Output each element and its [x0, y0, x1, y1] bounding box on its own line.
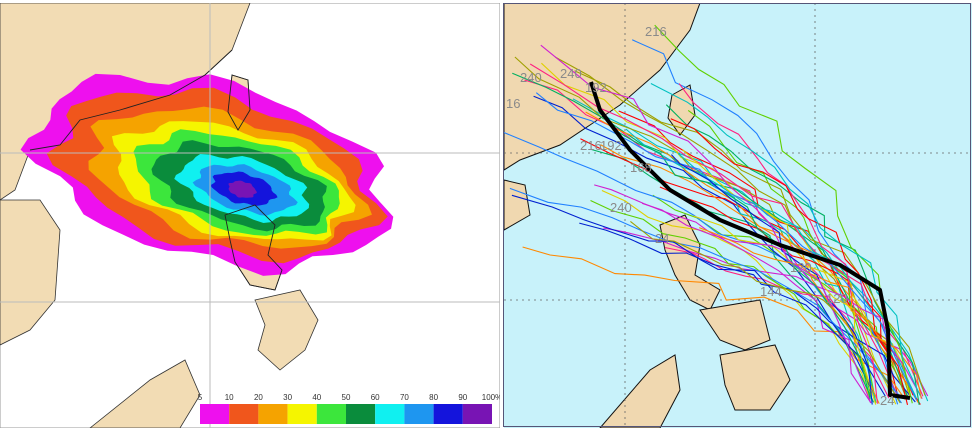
- colorbar-label: 100%: [482, 393, 502, 402]
- colorbar-label: 70: [400, 393, 409, 402]
- track: [535, 92, 918, 401]
- colorbar-label: 30: [283, 393, 292, 402]
- colorbar-segment: [258, 404, 288, 424]
- track: [533, 95, 876, 397]
- colorbar-segment: [316, 404, 346, 424]
- track: [554, 56, 906, 396]
- colorbar-segment: [375, 404, 405, 424]
- track: [574, 70, 926, 396]
- track: [659, 186, 914, 396]
- mean-track: [589, 81, 911, 400]
- track-label: 144: [760, 284, 782, 299]
- colorbar-label: 10: [225, 393, 234, 402]
- track-label: 192: [585, 80, 607, 95]
- colorbar-label: 20: [254, 393, 263, 402]
- colorbar-label: 60: [371, 393, 380, 402]
- track: [670, 118, 909, 406]
- land: [504, 3, 791, 428]
- track-label: 24: [880, 393, 894, 408]
- track: [612, 128, 871, 400]
- colorbar-segment: [346, 404, 376, 424]
- colorbar-label: 80: [429, 393, 438, 402]
- track: [693, 215, 911, 397]
- colorbar-label: 40: [312, 393, 321, 402]
- track-label: 240: [520, 70, 542, 85]
- track-label: 24: [655, 231, 669, 246]
- colorbar-label: 90: [458, 393, 467, 402]
- colorbar: 5 10 20 30 40 50 60 70 80 90 100%: [198, 393, 502, 424]
- track: [670, 154, 873, 405]
- track-label: 216: [645, 24, 667, 39]
- track: [678, 83, 878, 404]
- colorbar-segment: [433, 404, 463, 424]
- colorbar-label: 5: [198, 393, 203, 402]
- colorbar-segment: [287, 404, 317, 424]
- track: [579, 222, 916, 403]
- probability-contours: [20, 73, 394, 276]
- grid: [504, 3, 972, 428]
- track: [511, 194, 886, 397]
- track: [509, 187, 902, 404]
- track-label: 216: [580, 138, 602, 153]
- track-label: 240: [560, 66, 582, 81]
- colorbar-segment: [200, 404, 230, 424]
- track: [585, 111, 880, 404]
- track-label: 16: [506, 96, 520, 111]
- track-label: 240: [610, 200, 632, 215]
- track: [631, 39, 899, 405]
- track: [601, 189, 872, 403]
- colorbar-segment: [462, 404, 492, 424]
- colorbar-label: 50: [342, 393, 351, 402]
- colorbar-segment: [404, 404, 434, 424]
- probability-map: 5 10 20 30 40 50 60 70 80 90 100%: [0, 3, 502, 428]
- track: [650, 83, 921, 396]
- track-label: 120: [826, 291, 848, 306]
- track: [529, 63, 924, 397]
- track: [630, 220, 901, 404]
- track: [590, 148, 875, 403]
- panel-border: [503, 3, 971, 427]
- contour: [228, 180, 257, 198]
- track-label: 192: [600, 138, 622, 153]
- track-label: 120: [790, 260, 812, 275]
- colorbar-segment: [229, 404, 259, 424]
- coastline: [29, 49, 283, 291]
- track-label: 168: [630, 160, 652, 175]
